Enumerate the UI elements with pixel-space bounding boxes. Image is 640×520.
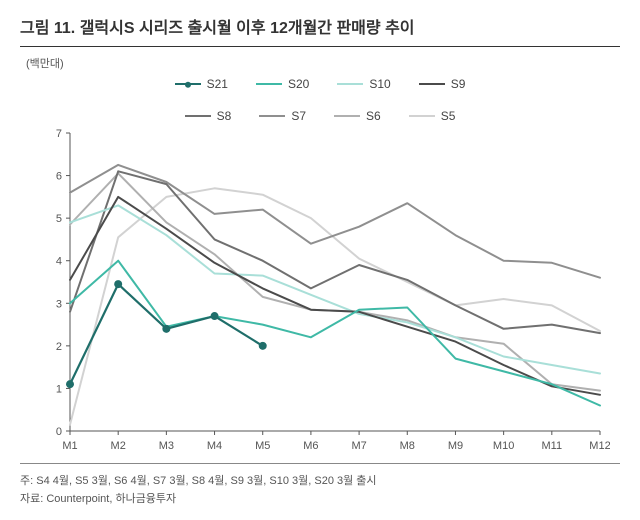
legend-label: S5 <box>441 109 456 123</box>
legend-label: S6 <box>366 109 381 123</box>
svg-text:3: 3 <box>56 298 62 310</box>
legend-item-s6: S6 <box>334 109 381 123</box>
legend-item-s9: S9 <box>419 77 466 91</box>
svg-text:M8: M8 <box>400 440 415 452</box>
chart-container: 그림 11. 갤럭시S 시리즈 출시월 이후 12개월간 판매량 추이 (백만대… <box>0 0 640 506</box>
legend-label: S7 <box>291 109 306 123</box>
legend-row: S21 S20 S10 S9 <box>60 77 580 91</box>
legend-label: S20 <box>288 77 309 91</box>
svg-text:1: 1 <box>56 383 62 395</box>
svg-text:M1: M1 <box>62 440 77 452</box>
svg-text:7: 7 <box>56 128 62 140</box>
legend-swatch <box>334 115 360 117</box>
legend-swatch <box>409 115 435 117</box>
legend-label: S21 <box>207 77 228 91</box>
svg-text:M12: M12 <box>589 440 610 452</box>
legend-swatch <box>185 115 211 117</box>
svg-text:5: 5 <box>56 213 62 225</box>
chart-source: 자료: Counterpoint, 하나금융투자 <box>20 490 620 506</box>
plot-area: 0 1 2 3 4 5 6 7 M1 M2 M3 M4 M5 M6 M7 M8 M9 M10 M11 M12 <box>30 127 610 457</box>
legend-item-s21: S21 <box>175 77 228 91</box>
legend-swatch <box>175 83 201 85</box>
chart-note: 주: S4 4월, S5 3월, S6 4월, S7 3월, S8 4월, S9… <box>20 472 620 488</box>
line-chart-svg: 0 1 2 3 4 5 6 7 M1 M2 M3 M4 M5 M6 M7 M8 M9 M10 M11 M12 <box>30 127 610 457</box>
svg-text:M7: M7 <box>351 440 366 452</box>
y-axis-title: (백만대) <box>20 55 620 71</box>
legend: S21 S20 S10 S9 S8 S7 S6 S5 <box>20 73 620 127</box>
legend-swatch <box>337 83 363 85</box>
legend-item-s20: S20 <box>256 77 309 91</box>
legend-row: S8 S7 S6 S5 <box>60 109 580 123</box>
svg-text:M3: M3 <box>159 440 174 452</box>
svg-text:2: 2 <box>56 341 62 353</box>
legend-label: S8 <box>217 109 232 123</box>
svg-text:0: 0 <box>56 426 62 438</box>
svg-text:M9: M9 <box>448 440 463 452</box>
legend-label: S10 <box>369 77 390 91</box>
legend-item-s5: S5 <box>409 109 456 123</box>
svg-text:M2: M2 <box>111 440 126 452</box>
chart-footer: 주: S4 4월, S5 3월, S6 4월, S7 3월, S8 4월, S9… <box>20 463 620 506</box>
legend-swatch <box>419 83 445 85</box>
svg-text:M4: M4 <box>207 440 222 452</box>
legend-swatch <box>256 83 282 85</box>
svg-text:M6: M6 <box>303 440 318 452</box>
svg-text:M5: M5 <box>255 440 270 452</box>
legend-item-s8: S8 <box>185 109 232 123</box>
chart-title: 그림 11. 갤럭시S 시리즈 출시월 이후 12개월간 판매량 추이 <box>20 14 620 47</box>
svg-text:6: 6 <box>56 171 62 183</box>
legend-swatch <box>259 115 285 117</box>
svg-text:M10: M10 <box>493 440 514 452</box>
legend-item-s10: S10 <box>337 77 390 91</box>
legend-label: S9 <box>451 77 466 91</box>
svg-text:M11: M11 <box>542 440 563 452</box>
legend-item-s7: S7 <box>259 109 306 123</box>
svg-text:4: 4 <box>56 256 62 268</box>
